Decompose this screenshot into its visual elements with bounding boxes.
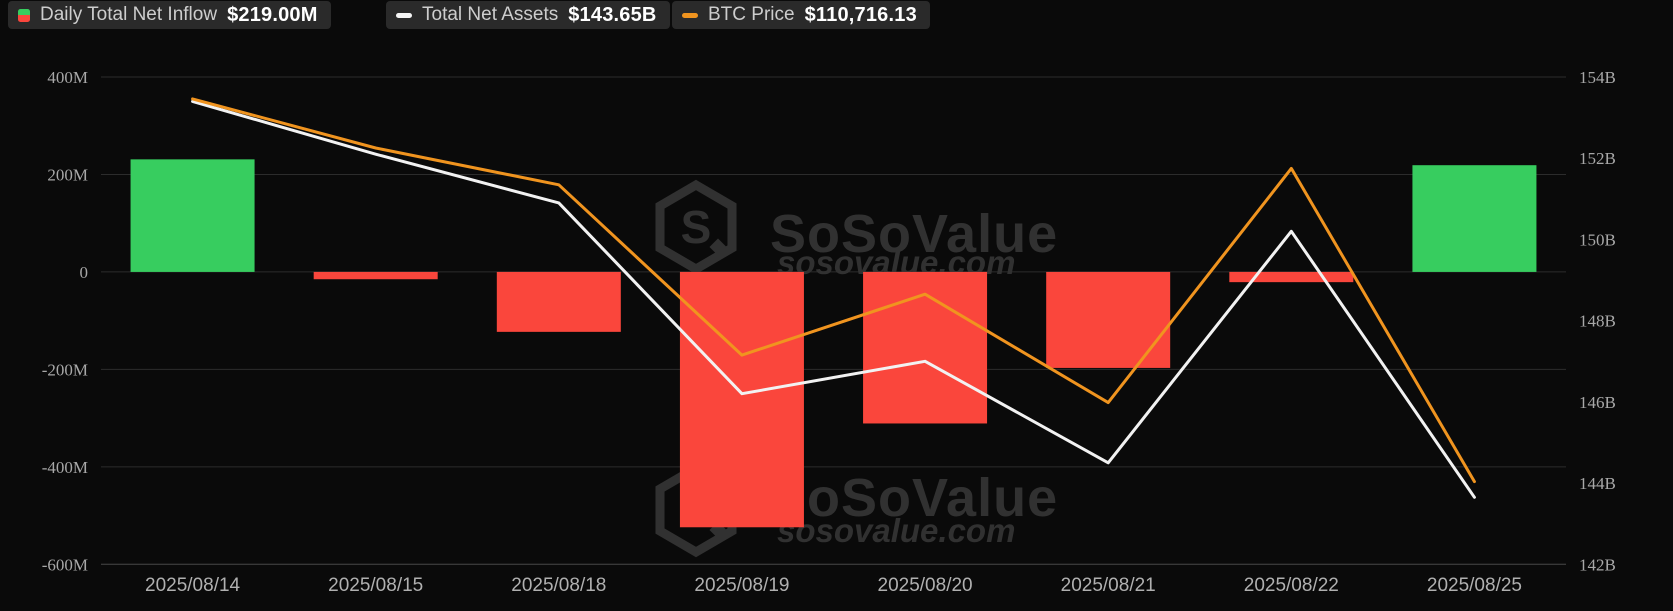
right-axis-label: 154B: [1579, 68, 1616, 87]
watermark-brand-text: SoSoValue: [770, 204, 1058, 264]
right-axis-label: 142B: [1579, 555, 1616, 574]
inflow-bar[interactable]: [863, 271, 988, 424]
white-dash-icon: [396, 12, 412, 18]
watermark-diamond-icon: [709, 238, 727, 256]
left-axis-label: -400M: [42, 458, 88, 477]
x-axis-date-label: 2025/08/19: [694, 575, 789, 596]
x-axis-date-label: 2025/08/14: [145, 575, 241, 596]
orange-dash-icon: [682, 12, 698, 18]
left-axis-label: -600M: [42, 555, 88, 574]
inflow-bar[interactable]: [313, 271, 438, 280]
legend-item-total-net-assets[interactable]: Total Net Assets $143.65B: [386, 1, 670, 29]
inflow-bar[interactable]: [496, 271, 621, 332]
btc-price-line[interactable]: [191, 97, 1476, 484]
x-axis-date-label: 2025/08/20: [878, 575, 973, 596]
net-assets-line[interactable]: [191, 99, 1476, 499]
right-axis-label: 150B: [1579, 230, 1616, 249]
x-axis-date-label: 2025/08/18: [511, 575, 606, 596]
x-axis-date-label: 2025/08/22: [1244, 575, 1339, 596]
inflow-bar[interactable]: [1229, 271, 1354, 283]
legend-label: BTC Price: [708, 4, 795, 25]
legend-label: Total Net Assets: [422, 4, 559, 25]
left-axis-label: 0: [80, 263, 89, 282]
watermark-s-glyph: S: [681, 201, 712, 253]
right-axis-label: 148B: [1579, 312, 1616, 331]
inflow-bar[interactable]: [1412, 165, 1537, 272]
legend-value: $143.65B: [568, 3, 657, 26]
right-axis-label: 152B: [1579, 149, 1616, 168]
legend-item-daily-net-inflow[interactable]: Daily Total Net Inflow $219.00M: [8, 1, 331, 29]
x-axis-date-label: 2025/08/25: [1427, 575, 1522, 596]
legend-label: Daily Total Net Inflow: [40, 4, 218, 25]
inflow-bar[interactable]: [130, 159, 255, 272]
right-axis-label: 144B: [1579, 474, 1616, 493]
left-axis-label: 400M: [47, 68, 88, 87]
left-axis-label: -200M: [42, 360, 88, 379]
watermark-domain-text: sosovalue.com: [777, 512, 1015, 549]
left-axis-label: 200M: [47, 165, 88, 184]
right-axis-label: 146B: [1579, 393, 1616, 412]
inflow-split-square-icon: [18, 8, 30, 22]
watermark-brand-text: SoSoValue: [770, 468, 1058, 528]
legend-value: $219.00M: [227, 3, 318, 26]
watermark-cube-icon: [655, 179, 737, 275]
x-axis-date-label: 2025/08/15: [328, 575, 423, 596]
legend-value: $110,716.13: [804, 3, 917, 26]
x-axis-date-label: 2025/08/21: [1061, 575, 1156, 596]
inflow-bar[interactable]: [1046, 271, 1171, 368]
legend-item-btc-price[interactable]: BTC Price $110,716.13: [672, 1, 930, 29]
inflow-bar[interactable]: [679, 271, 804, 528]
